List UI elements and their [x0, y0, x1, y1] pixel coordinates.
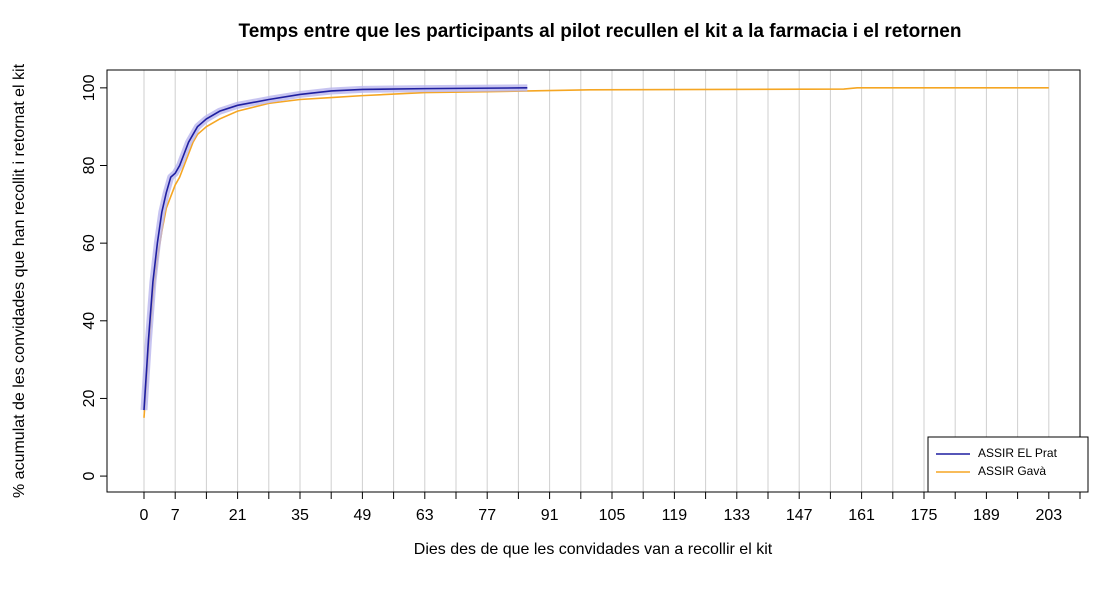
x-tick-label: 119: [662, 507, 688, 524]
x-tick-label: 49: [353, 507, 371, 524]
x-axis-label: Dies des de que les convidades van a rec…: [414, 541, 773, 558]
x-tick-label: 133: [723, 507, 750, 524]
x-tick-label: 203: [1035, 507, 1062, 524]
x-tick-label: 35: [291, 507, 309, 524]
x-tick-label: 91: [541, 507, 559, 524]
chart-title: Temps entre que les participants al pilo…: [239, 21, 962, 42]
x-tick-label: 105: [599, 507, 626, 524]
x-tick-label: 189: [973, 507, 1000, 524]
y-tick-label: 80: [81, 157, 98, 175]
x-tick-label: 0: [140, 507, 149, 524]
series-line: [143, 87, 528, 411]
x-tick-label: 63: [416, 507, 434, 524]
y-tick-label: 60: [81, 234, 98, 252]
plot-frame: [106, 69, 1081, 493]
x-tick-label: 77: [478, 507, 496, 524]
x-tick-label: 7: [171, 507, 180, 524]
series-line: [143, 87, 1049, 418]
legend-label: ASSIR Gavà: [978, 464, 1046, 478]
y-tick-label: 40: [81, 312, 98, 330]
x-tick-label: 175: [911, 507, 938, 524]
x-tick-label: 147: [786, 507, 813, 524]
legend-box: [927, 436, 1089, 493]
confidence-band: [140, 84, 528, 411]
x-tick-label: 21: [229, 507, 247, 524]
y-tick-label: 100: [81, 74, 98, 101]
y-axis-label: % acumulat de les convidades que han rec…: [11, 63, 28, 498]
x-tick-label: 161: [848, 507, 875, 524]
y-tick-label: 0: [81, 472, 98, 481]
legend-label: ASSIR EL Prat: [978, 446, 1058, 460]
y-tick-label: 20: [81, 389, 98, 407]
